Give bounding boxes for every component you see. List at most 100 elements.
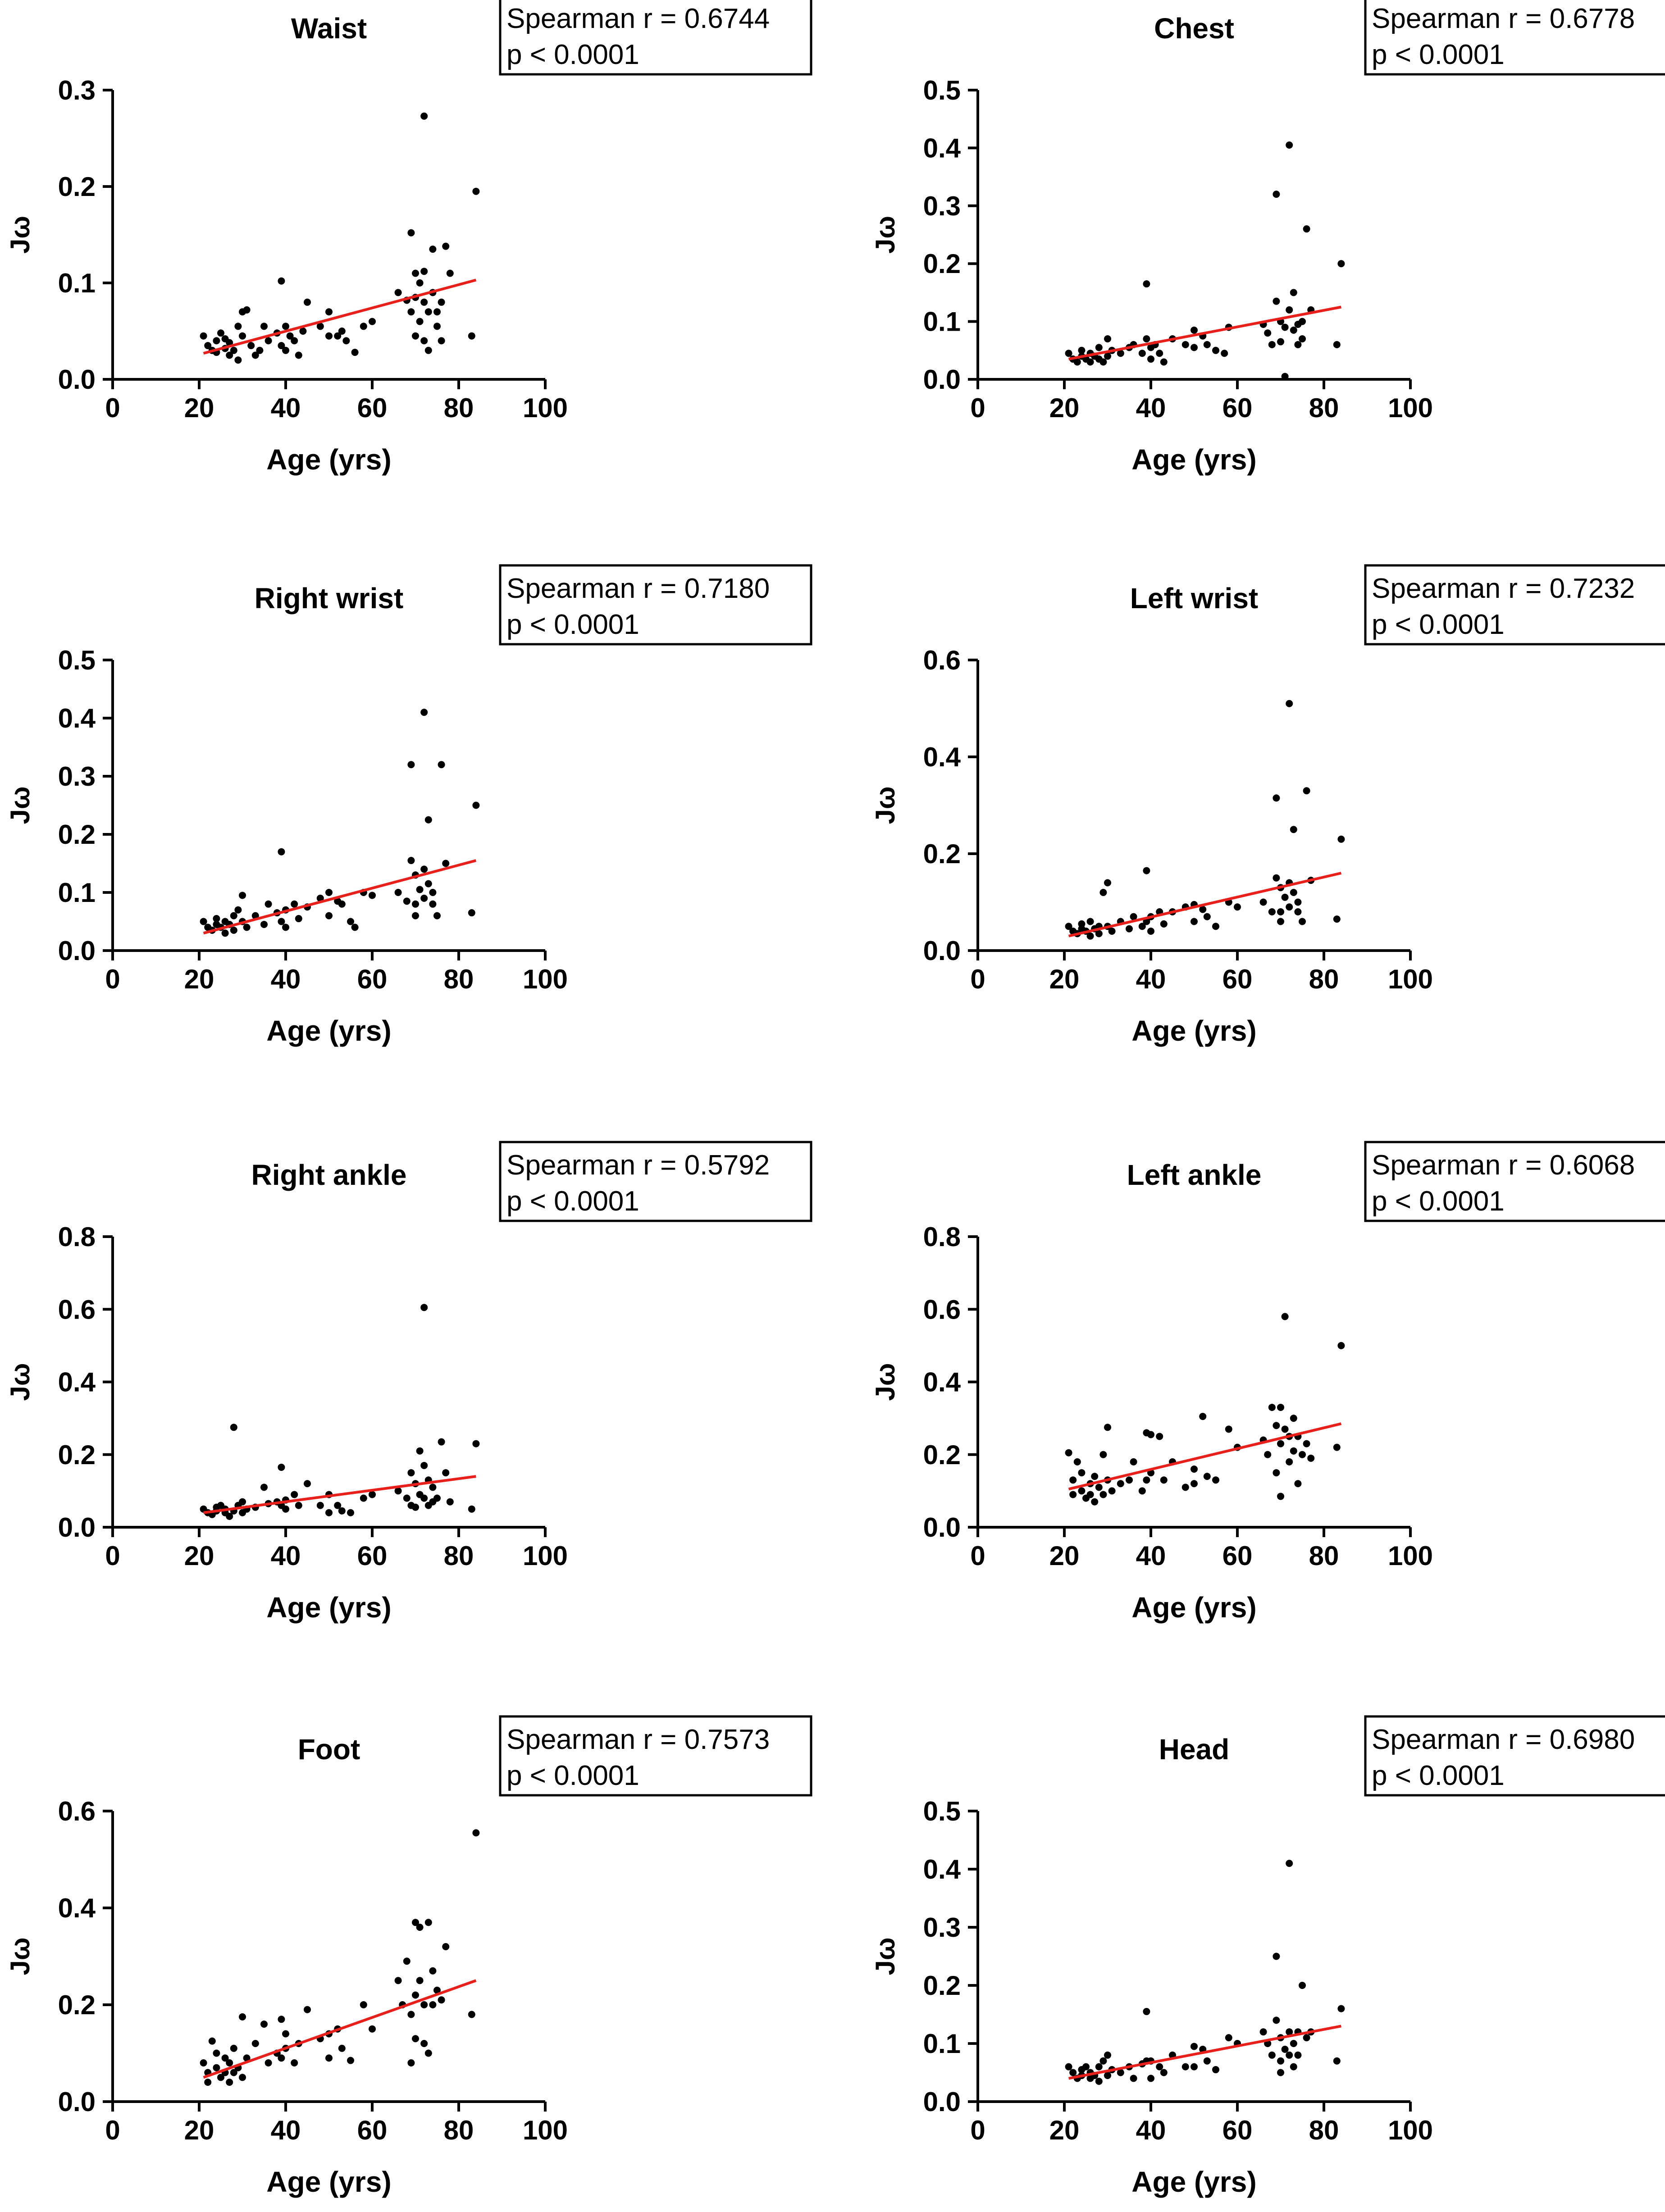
data-point xyxy=(1299,335,1306,343)
data-point xyxy=(204,342,212,350)
data-point xyxy=(429,1484,437,1491)
y-tick-label: 0.2 xyxy=(58,172,96,202)
data-point xyxy=(1160,920,1168,928)
x-tick-label: 20 xyxy=(184,964,214,994)
data-point xyxy=(278,918,285,925)
data-point xyxy=(1065,2063,1072,2071)
data-point xyxy=(1212,2066,1219,2074)
p-value-label: p < 0.0001 xyxy=(1372,39,1505,70)
data-point xyxy=(1299,918,1306,925)
data-point xyxy=(433,1986,441,1994)
chart-panel: 0 20 40 60 80 100 0.0 0.2 0.4 0.6 Age (yrs) Jω Left … xyxy=(870,564,1665,1047)
data-point xyxy=(282,323,289,330)
data-point xyxy=(1069,2069,1077,2076)
x-tick-label: 80 xyxy=(444,393,474,423)
data-point xyxy=(1082,2063,1090,2071)
data-point xyxy=(1337,1342,1345,1349)
data-point xyxy=(351,349,359,356)
data-point xyxy=(278,342,285,350)
data-point xyxy=(1273,794,1280,802)
data-point xyxy=(1212,923,1219,930)
x-tick-label: 100 xyxy=(1388,2115,1433,2145)
data-point xyxy=(446,1498,454,1506)
data-point xyxy=(1333,2057,1341,2065)
data-point xyxy=(1143,280,1150,288)
data-point xyxy=(416,1977,424,1984)
stats-box xyxy=(1364,564,1665,646)
data-point xyxy=(468,909,475,917)
data-point xyxy=(429,889,437,896)
chart-title: Right ankle xyxy=(251,1159,407,1191)
data-point xyxy=(1156,350,1163,357)
data-point xyxy=(334,332,342,340)
data-point xyxy=(1095,2063,1103,2071)
stats-box xyxy=(499,1715,812,1797)
data-point xyxy=(338,900,346,908)
data-point xyxy=(213,337,220,345)
x-tick-label: 0 xyxy=(970,393,985,423)
p-value-label: p < 0.0001 xyxy=(1372,1760,1505,1791)
data-point xyxy=(1303,1440,1310,1447)
data-point xyxy=(1277,918,1284,925)
x-tick-label: 60 xyxy=(357,964,388,994)
x-tick-label: 80 xyxy=(1309,964,1339,994)
data-point xyxy=(433,912,441,919)
data-point xyxy=(325,1509,333,1516)
data-point xyxy=(1108,928,1116,935)
data-point xyxy=(1273,191,1280,198)
x-tick-label: 80 xyxy=(444,2115,474,2145)
data-point xyxy=(424,816,432,824)
stats-box xyxy=(1364,1715,1665,1797)
y-tick-label: 0.3 xyxy=(58,75,96,105)
data-point xyxy=(416,318,424,325)
data-point xyxy=(429,246,437,253)
x-tick-label: 40 xyxy=(1136,2115,1166,2145)
data-point xyxy=(403,1494,411,1502)
x-tick-label: 80 xyxy=(1309,2115,1339,2145)
data-point xyxy=(1086,918,1094,925)
data-point xyxy=(403,897,411,905)
spearman-r-label: Spearman r = 0.6744 xyxy=(506,3,770,34)
y-tick-label: 0.0 xyxy=(923,364,961,395)
data-point xyxy=(226,351,233,359)
chart-title: Left ankle xyxy=(1127,1159,1262,1191)
x-tick-label: 40 xyxy=(1136,1541,1166,1571)
data-point xyxy=(1147,2075,1154,2082)
regression-line xyxy=(203,1475,476,1514)
data-point xyxy=(230,346,237,354)
data-point xyxy=(291,337,298,345)
x-tick-label: 20 xyxy=(184,2115,214,2145)
y-tick-label: 0.4 xyxy=(923,1854,961,1884)
y-tick-label: 0.2 xyxy=(923,1440,961,1470)
y-tick-label: 0.0 xyxy=(58,2087,96,2117)
data-point xyxy=(265,900,272,908)
x-tick-label: 80 xyxy=(1309,1541,1339,1571)
regression-line xyxy=(203,859,477,935)
y-axis-label: Jω xyxy=(5,216,35,254)
data-point xyxy=(338,2044,346,2052)
data-point xyxy=(1156,2063,1163,2071)
data-point xyxy=(347,1509,354,1516)
data-point xyxy=(420,1304,428,1311)
data-point xyxy=(230,2069,237,2076)
chart-panel: 0 20 40 60 80 100 0.0 0.1 0.2 0.3 0.4 0.5 Age (yrs) J… xyxy=(870,0,1665,476)
data-point xyxy=(407,1469,415,1477)
data-point xyxy=(1281,2045,1289,2053)
data-point xyxy=(1234,903,1241,911)
data-point xyxy=(208,2037,216,2045)
data-point xyxy=(420,112,428,120)
data-point xyxy=(1104,2051,1111,2059)
data-point xyxy=(1294,1480,1302,1488)
data-point xyxy=(1199,1413,1207,1420)
x-tick-label: 40 xyxy=(271,393,301,423)
data-point xyxy=(1126,925,1133,933)
data-point xyxy=(1277,1403,1284,1411)
x-tick-label: 20 xyxy=(184,1541,214,1571)
data-point xyxy=(1221,350,1228,357)
data-point xyxy=(438,1996,445,2004)
y-tick-label: 0.3 xyxy=(58,761,96,792)
data-point xyxy=(295,351,302,359)
data-point xyxy=(1099,1491,1107,1498)
x-tick-label: 0 xyxy=(105,1541,120,1571)
data-point xyxy=(239,1498,246,1506)
